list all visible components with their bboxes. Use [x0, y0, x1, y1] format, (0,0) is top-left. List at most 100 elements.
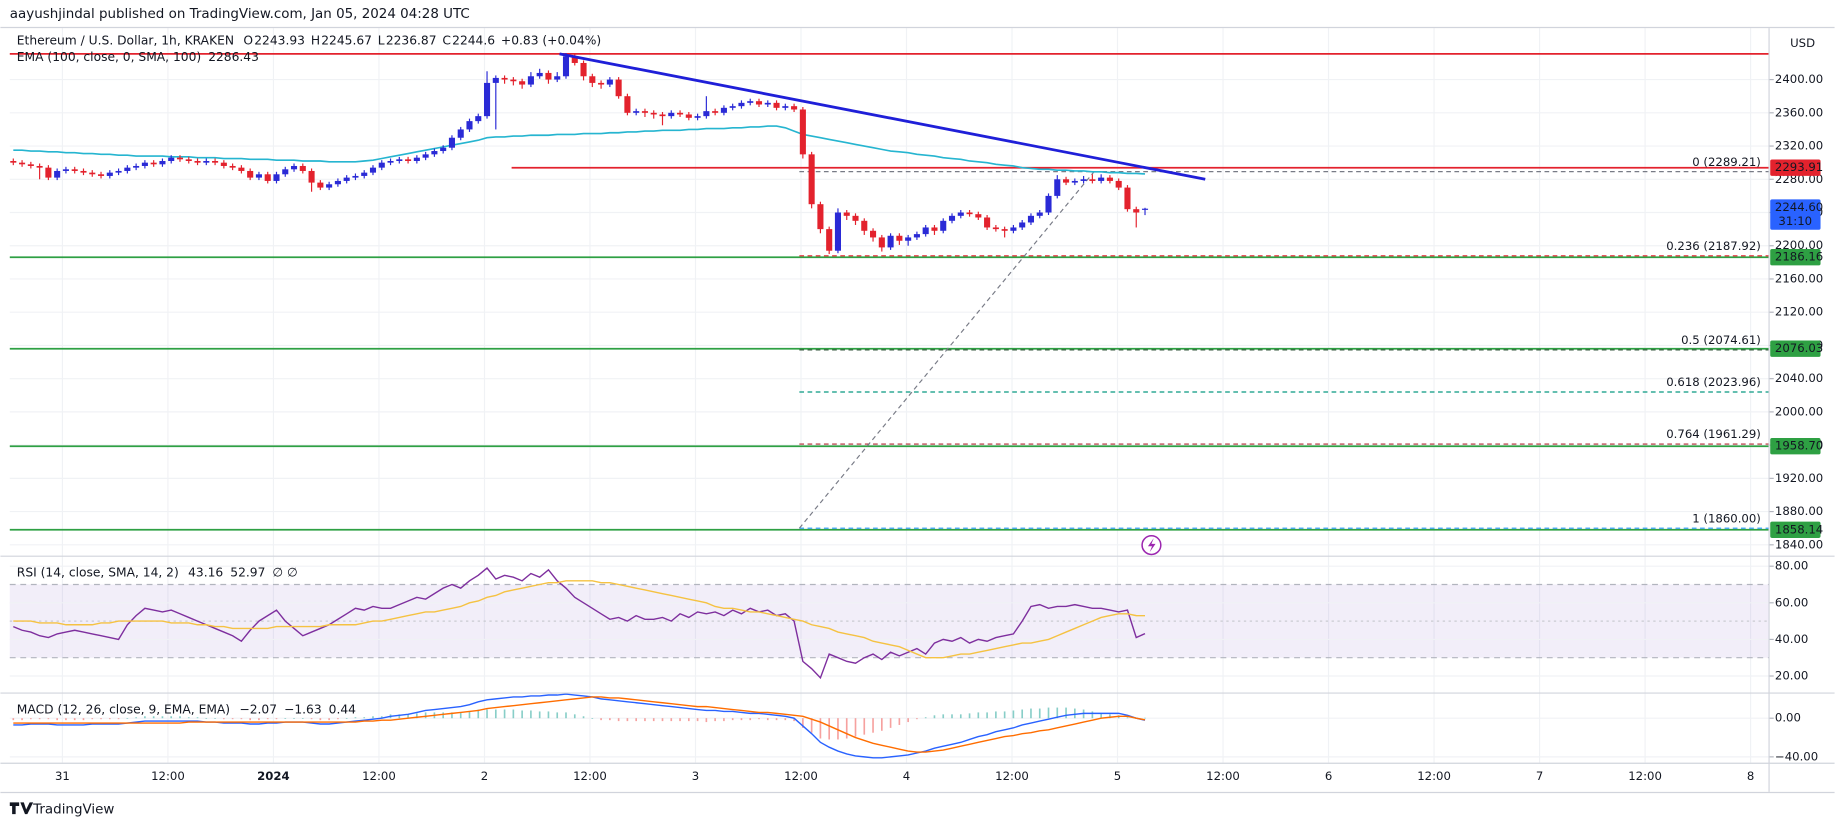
indicator-value: 43.16 [188, 566, 223, 580]
histogram-bar [1030, 708, 1032, 719]
histogram-bar [100, 718, 102, 720]
histogram-bar [889, 718, 892, 728]
histogram-bar [670, 718, 673, 722]
histogram-bar [12, 718, 15, 721]
x-tick-label: 31 [55, 769, 70, 783]
histogram-bar [749, 718, 752, 721]
x-tick-label: 12:00 [995, 769, 1029, 783]
logo[interactable]: TradingView [9, 802, 115, 817]
histogram-bar [1144, 717, 1146, 719]
change: +0.83 (+0.04%) [501, 33, 601, 47]
histogram-bar [328, 718, 330, 721]
ohlc-key: O [243, 33, 253, 47]
fib-label: 0.764 (1961.29) [1666, 427, 1761, 441]
histogram-bar [1021, 709, 1024, 719]
candle-body [729, 106, 736, 108]
fib-label: 0.236 (2187.92) [1666, 239, 1761, 253]
histogram-bar [284, 718, 287, 719]
histogram-bar [758, 718, 760, 720]
histogram-bar [696, 718, 699, 722]
histogram-bar [398, 714, 401, 719]
candle-body [536, 72, 543, 77]
histogram-bar [82, 718, 85, 721]
candle-body [668, 112, 675, 117]
candle-body [992, 227, 999, 230]
candle-body [782, 106, 789, 108]
candle-body [361, 172, 368, 176]
histogram-bar [38, 718, 41, 720]
candle-body [545, 72, 552, 80]
histogram-bar [644, 718, 646, 722]
y-tick-label: 2120.00 [1775, 305, 1823, 319]
ohlc-key: H [311, 33, 320, 47]
candle-body [650, 112, 657, 115]
candle-body [343, 177, 350, 181]
indicator-value: −2.07 [239, 703, 277, 717]
histogram-bar [635, 718, 637, 722]
histogram-bar [802, 718, 804, 728]
histogram-bar [1012, 710, 1015, 719]
price-tag [1770, 249, 1821, 266]
y-tick-label: 2400.00 [1775, 72, 1823, 86]
candle-body [1141, 208, 1149, 210]
candle-body [606, 79, 613, 85]
candle-body [194, 160, 201, 163]
candle-body [861, 220, 868, 231]
candle-body [984, 217, 991, 228]
fib-label: 0 (2289.21) [1692, 155, 1761, 169]
histogram-bar [459, 712, 462, 719]
candle-body [326, 184, 333, 188]
indicator-title: RSI (14, close, SMA, 14, 2) [17, 566, 179, 580]
histogram-bar [126, 718, 129, 719]
histogram-bar [591, 718, 594, 719]
fib-trend [798, 171, 1095, 529]
histogram-bar [828, 718, 831, 740]
candle-body [905, 237, 912, 241]
candle-body [878, 237, 885, 248]
indicator-value: −1.63 [284, 703, 322, 717]
candle-body [633, 111, 640, 113]
histogram-bar [521, 710, 523, 719]
histogram-bar [468, 711, 471, 719]
candle-body [624, 96, 631, 113]
histogram-bar [214, 718, 216, 719]
indicator-extra: ∅ ∅ [272, 566, 297, 580]
histogram-bar [372, 716, 374, 719]
candle-body [431, 151, 438, 155]
indicator-value: 0.44 [329, 703, 357, 717]
histogram-bar [477, 709, 480, 719]
histogram-bar [573, 714, 576, 719]
y-tick-label: 1880.00 [1775, 504, 1823, 518]
candle-body [1106, 177, 1113, 181]
histogram-bar [995, 711, 997, 719]
histogram-bar [223, 718, 225, 720]
histogram-bar [451, 712, 453, 719]
histogram-bar [56, 718, 58, 721]
candle-body [931, 227, 938, 231]
candle-body [387, 160, 394, 163]
x-tick-label: 12:00 [784, 769, 818, 783]
histogram-bar [863, 718, 866, 735]
candle-body [1036, 212, 1043, 216]
histogram-bar [512, 709, 515, 719]
candle-body [448, 137, 455, 148]
candle-body [492, 77, 499, 83]
ohlc-value: 2243.93 [254, 33, 305, 47]
histogram-bar [538, 711, 541, 719]
histogram-bar [407, 714, 409, 719]
histogram-bar [933, 715, 936, 719]
candle-body [133, 165, 140, 168]
header: aayushjindal published on TradingView.co… [10, 7, 470, 22]
ema-line [13, 125, 1146, 175]
y-tick-label: 0.00 [1775, 711, 1801, 725]
candle-body [1063, 179, 1070, 183]
price-tag [1770, 340, 1821, 357]
histogram-bar [942, 714, 945, 719]
y-tick-label: 2000.00 [1775, 404, 1823, 418]
fib-label: 0.618 (2023.96) [1666, 375, 1761, 389]
histogram-bar [714, 718, 716, 722]
histogram-bar [170, 716, 173, 719]
alert-icon[interactable] [1141, 534, 1162, 556]
candle-body [922, 227, 929, 235]
candle-body [712, 111, 719, 113]
